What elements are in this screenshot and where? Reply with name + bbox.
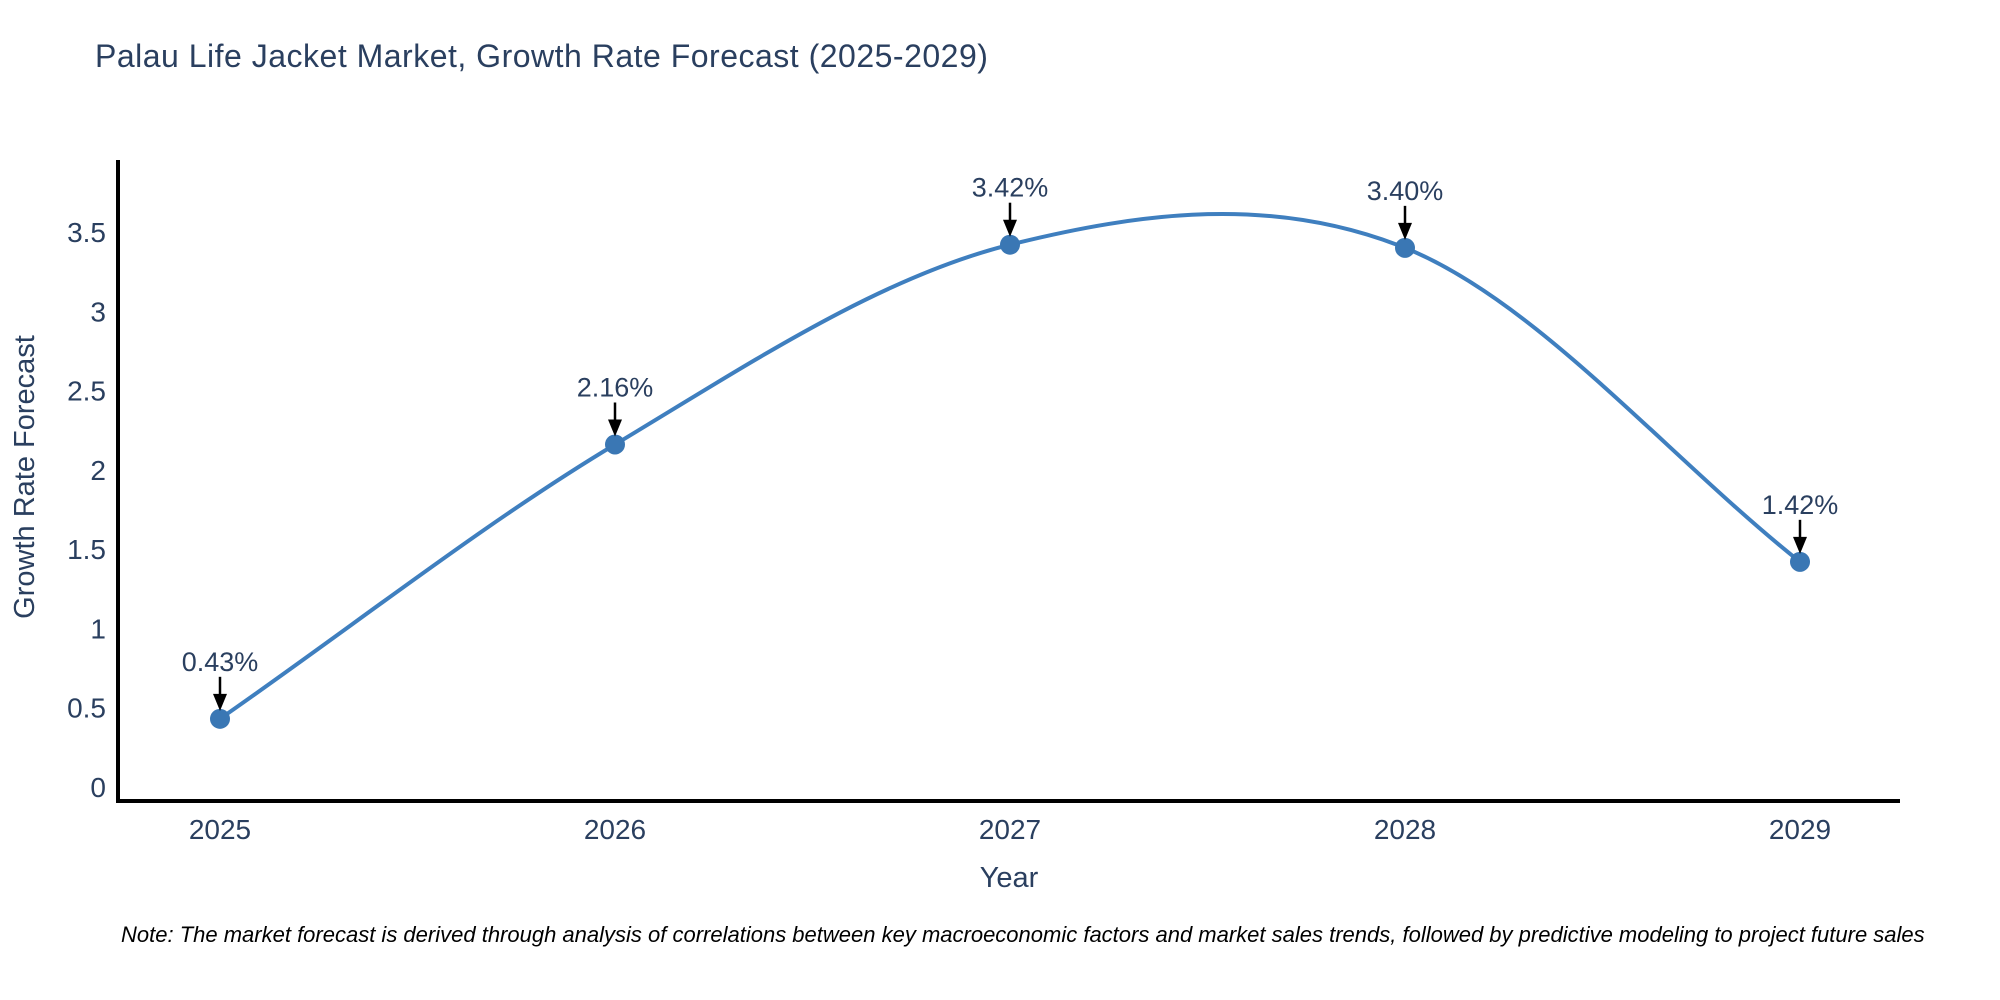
annotation-label: 0.43% bbox=[182, 647, 259, 677]
x-tick-label: 2029 bbox=[1769, 814, 1831, 845]
annotation-arrow-head bbox=[1793, 536, 1807, 554]
data-point-marker bbox=[1395, 237, 1415, 258]
data-point-marker bbox=[1000, 234, 1020, 255]
annotation-label: 2.16% bbox=[577, 372, 654, 402]
growth-rate-line bbox=[218, 211, 1802, 721]
x-axis-title: Year bbox=[980, 862, 1039, 894]
y-axis-title: Growth Rate Forecast bbox=[9, 335, 41, 619]
y-tick-label: 2.5 bbox=[67, 376, 106, 407]
annotation-label: 1.42% bbox=[1762, 490, 1839, 520]
x-tick-label: 2025 bbox=[189, 814, 251, 845]
chart-title: Palau Life Jacket Market, Growth Rate Fo… bbox=[95, 38, 989, 74]
data-point-marker bbox=[605, 434, 625, 455]
x-tick-label: 2027 bbox=[979, 814, 1041, 845]
annotation-arrow-head bbox=[608, 419, 622, 437]
annotation-arrow-head bbox=[213, 693, 227, 711]
y-tick-label: 2 bbox=[90, 455, 106, 486]
footnote-text: Note: The market forecast is derived thr… bbox=[121, 922, 1925, 947]
y-tick-label: 0 bbox=[90, 772, 106, 803]
annotation-label: 3.40% bbox=[1367, 176, 1444, 206]
y-tick-label: 3 bbox=[90, 296, 106, 327]
y-tick-label: 1.5 bbox=[67, 534, 106, 565]
x-tick-label: 2028 bbox=[1374, 814, 1436, 845]
y-tick-label: 3.5 bbox=[67, 217, 106, 248]
y-tick-label: 1 bbox=[90, 613, 106, 644]
y-tick-label: 0.5 bbox=[67, 693, 106, 724]
data-point-marker bbox=[1790, 551, 1810, 572]
annotation-label: 3.42% bbox=[972, 173, 1049, 203]
data-point-marker bbox=[210, 708, 230, 729]
annotation-arrow-head bbox=[1003, 219, 1017, 237]
x-tick-label: 2026 bbox=[584, 814, 646, 845]
annotation-arrow-head bbox=[1398, 222, 1412, 240]
